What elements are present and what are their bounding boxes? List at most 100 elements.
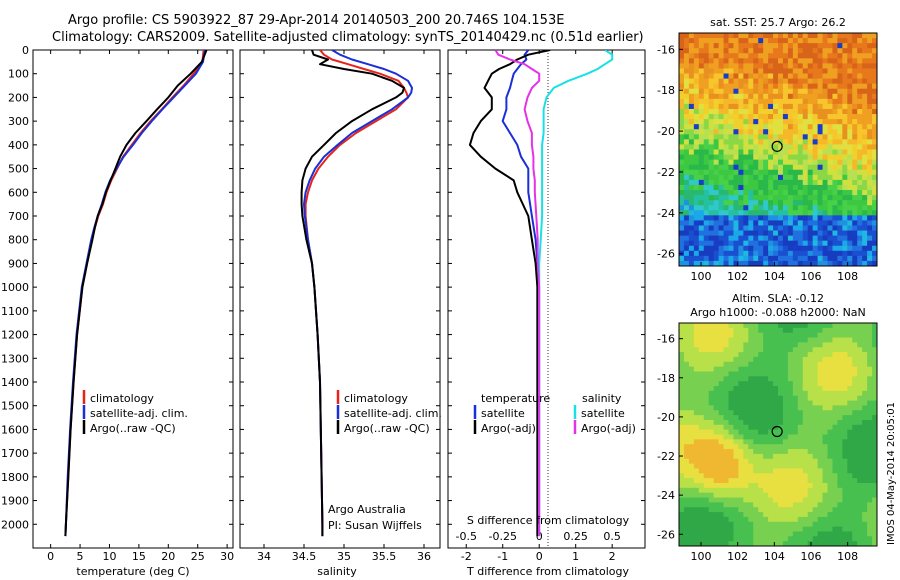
map-cell <box>837 371 843 377</box>
map-cell <box>792 210 799 216</box>
map-cell <box>817 492 823 498</box>
map-cell <box>812 159 818 166</box>
map-cell <box>713 190 719 196</box>
map-cell <box>728 48 734 54</box>
map-cell <box>842 541 848 547</box>
map-cell <box>738 53 744 59</box>
map-cell <box>802 487 809 494</box>
map-cell <box>708 347 715 353</box>
map-cell <box>832 58 838 64</box>
map-cell <box>698 250 705 257</box>
map-cell <box>802 410 809 416</box>
map-cell <box>708 48 715 54</box>
map-cell <box>743 390 749 397</box>
map-cell <box>743 245 749 252</box>
map-cell <box>693 83 700 90</box>
map-cell <box>679 154 685 161</box>
map-cell <box>782 119 789 125</box>
map-cell <box>708 220 715 226</box>
map-cell <box>812 415 818 421</box>
map-y-tick-label: -24 <box>657 489 675 502</box>
map-cell <box>693 205 700 211</box>
map-cell <box>837 240 843 247</box>
map-cell <box>837 210 843 216</box>
map-cell <box>857 419 863 426</box>
x-tick-label: 15 <box>132 550 146 563</box>
map-cell <box>698 190 705 196</box>
map-cell <box>728 390 734 397</box>
map-cell <box>733 526 739 532</box>
map-cell <box>792 434 799 440</box>
map-cell <box>797 98 804 105</box>
map-cell <box>827 487 833 494</box>
map-cell <box>743 230 749 237</box>
map-cell <box>698 386 705 392</box>
map-cell <box>718 103 724 110</box>
map-cell <box>782 337 789 343</box>
map-cell <box>787 531 794 537</box>
map-cell <box>832 103 838 110</box>
map-cell <box>832 124 838 130</box>
map-cell <box>807 114 814 120</box>
map-cell <box>693 531 700 537</box>
map-cell <box>743 347 749 353</box>
map-cell <box>867 347 873 353</box>
map-cell <box>782 68 789 74</box>
map-cell <box>792 225 799 231</box>
map-cell <box>763 458 769 464</box>
map-cell <box>703 190 710 196</box>
map-cell <box>773 458 779 464</box>
map-cell <box>688 195 695 201</box>
map-cell <box>723 200 729 206</box>
map-cell <box>797 108 804 115</box>
map-cell <box>718 43 724 49</box>
map-cell <box>778 449 784 455</box>
map-cell <box>768 134 774 140</box>
map-cell <box>758 439 764 445</box>
map-x-tick-label: 102 <box>727 550 748 563</box>
map-cell <box>698 449 705 455</box>
map-cell <box>802 531 809 537</box>
map-cell <box>857 235 863 242</box>
map-cell <box>693 159 700 166</box>
map-cell <box>847 38 853 44</box>
map-cell <box>733 220 739 226</box>
map-cell <box>743 356 749 363</box>
map-cell <box>802 195 809 201</box>
map-cell <box>733 139 739 145</box>
map-cell <box>872 159 878 166</box>
map-cell <box>708 400 715 406</box>
map-cell <box>679 410 685 416</box>
map-cell <box>743 439 749 445</box>
sst-map <box>679 33 878 267</box>
map-cell <box>688 429 695 435</box>
x-tick-label: 2 <box>609 550 616 563</box>
map-cell <box>743 497 749 503</box>
map-cell <box>867 159 873 166</box>
map-cell <box>862 149 868 155</box>
map-cell <box>698 149 705 155</box>
map-cell <box>743 395 749 401</box>
map-cell <box>738 327 744 334</box>
map-cell <box>797 526 804 532</box>
map-cell <box>738 38 744 44</box>
map-cell <box>847 516 853 523</box>
map-cell <box>852 144 858 150</box>
map-cell <box>778 439 784 445</box>
map-cell <box>807 347 814 353</box>
map-cell <box>867 250 873 257</box>
map-cell <box>822 48 828 54</box>
map-cell <box>743 78 749 85</box>
map-cell <box>822 215 828 221</box>
map-cell <box>698 38 705 44</box>
map-cell <box>822 33 828 39</box>
map-cell <box>683 492 690 498</box>
map-cell <box>683 68 690 74</box>
map-cell <box>842 507 848 513</box>
map-cell <box>683 98 690 105</box>
map-cell <box>872 400 878 406</box>
map-cell <box>708 386 715 392</box>
map-cell <box>832 88 838 95</box>
map-cell <box>733 381 739 387</box>
map-cell <box>847 405 853 411</box>
